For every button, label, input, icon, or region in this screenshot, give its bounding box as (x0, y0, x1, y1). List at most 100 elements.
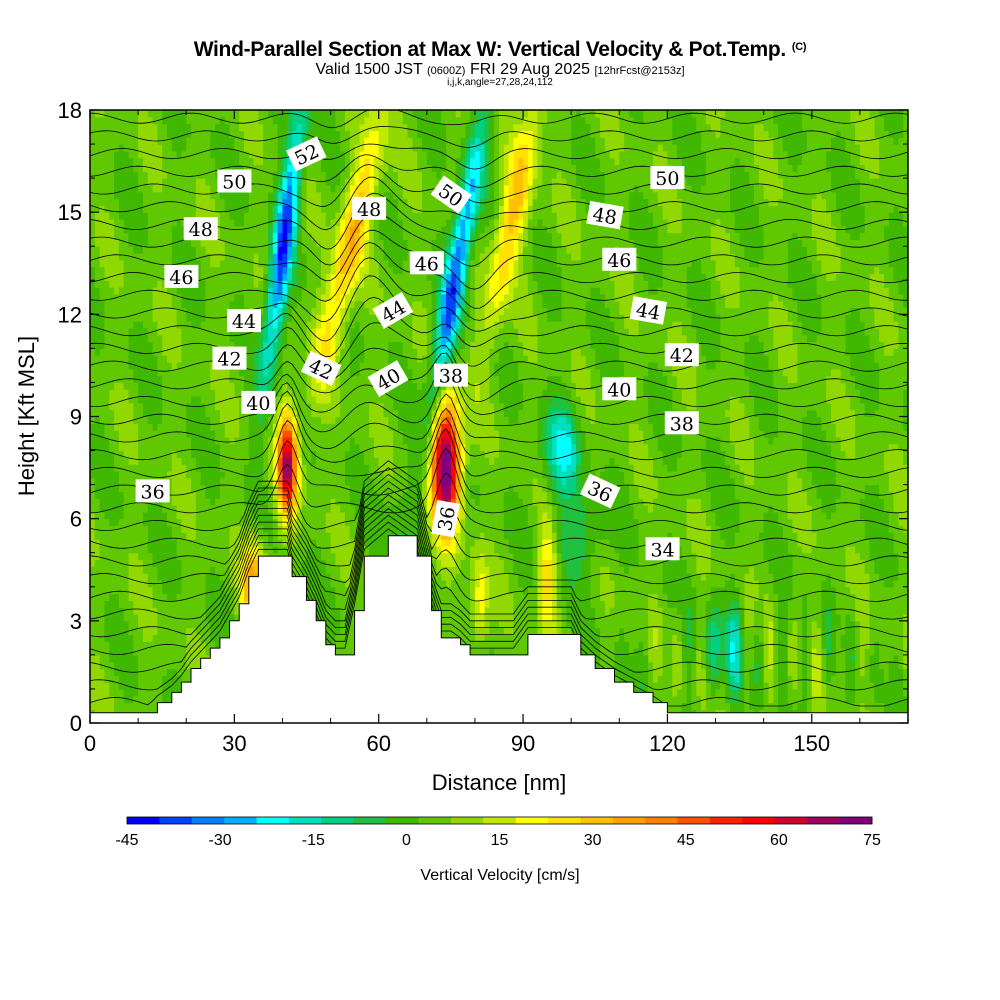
velocity-cell (258, 450, 264, 458)
velocity-cell (195, 355, 202, 363)
velocity-cell (248, 362, 255, 370)
velocity-cell (325, 396, 332, 404)
velocity-cell (138, 327, 144, 336)
velocity-cell (181, 539, 187, 547)
velocity-cell (316, 321, 322, 329)
velocity-cell (277, 137, 284, 145)
velocity-cell (94, 436, 101, 445)
velocity-cell (316, 423, 322, 431)
velocity-cell (200, 457, 207, 465)
velocity-cell (128, 430, 134, 438)
velocity-cell (258, 430, 264, 438)
velocity-cell (248, 355, 255, 363)
velocity-cell (320, 144, 327, 152)
velocity-cell (311, 389, 317, 397)
velocity-cell (335, 396, 341, 404)
velocity-cell (277, 205, 284, 213)
velocity-cell (123, 416, 130, 424)
velocity-cell (147, 586, 154, 595)
velocity-cell (171, 443, 178, 452)
velocity-cell (166, 573, 173, 581)
velocity-cell (147, 253, 154, 261)
velocity-cell (224, 110, 231, 118)
velocity-cell (123, 116, 130, 125)
velocity-cell (345, 593, 351, 601)
velocity-cell (104, 362, 110, 370)
velocity-cell (138, 682, 144, 690)
velocity-cell (239, 341, 245, 349)
velocity-cell (128, 218, 134, 227)
velocity-cell (301, 464, 308, 472)
velocity-cell (320, 545, 327, 554)
velocity-cell (186, 123, 192, 132)
velocity-cell (195, 280, 202, 288)
velocity-cell (166, 695, 173, 704)
velocity-cell (243, 382, 250, 390)
velocity-cell (99, 150, 106, 159)
velocity-cell (325, 579, 332, 588)
velocity-cell (176, 389, 183, 397)
velocity-cell (109, 634, 115, 642)
velocity-cell (215, 191, 221, 200)
velocity-cell (166, 477, 173, 486)
velocity-cell (118, 327, 125, 336)
velocity-cell (268, 259, 274, 268)
velocity-cell (104, 266, 110, 275)
velocity-cell (234, 300, 240, 309)
velocity-cell (152, 573, 158, 581)
velocity-cell (99, 416, 106, 424)
velocity-cell (195, 396, 202, 404)
velocity-cell (128, 130, 134, 138)
velocity-cell (320, 409, 327, 418)
velocity-cell (157, 314, 163, 322)
velocity-cell (287, 225, 293, 234)
velocity-cell (109, 144, 115, 152)
velocity-cell (205, 532, 211, 540)
velocity-cell (248, 171, 255, 179)
velocity-cell (94, 157, 101, 166)
velocity-cell (219, 457, 226, 465)
velocity-cell (215, 579, 221, 588)
velocity-cell (166, 627, 173, 636)
velocity-cell (258, 334, 264, 343)
velocity-cell (306, 491, 312, 499)
velocity-cell (306, 382, 312, 390)
velocity-cell (109, 641, 115, 649)
velocity-cell (311, 307, 317, 315)
velocity-cell (210, 375, 216, 384)
velocity-cell (186, 436, 192, 445)
velocity-cell (123, 225, 130, 234)
velocity-cell (142, 266, 149, 275)
velocity-cell (205, 321, 211, 329)
velocity-cell (340, 300, 346, 309)
velocity-cell (258, 423, 264, 431)
velocity-cell (94, 661, 101, 670)
velocity-cell (162, 218, 168, 227)
velocity-cell (152, 525, 158, 533)
velocity-cell (181, 348, 187, 356)
velocity-cell (104, 498, 110, 506)
velocity-cell (277, 307, 284, 315)
velocity-cell (210, 579, 216, 588)
velocity-cell (316, 287, 322, 295)
velocity-cell (311, 184, 317, 193)
velocity-cell (229, 218, 235, 227)
velocity-cell (301, 273, 308, 281)
velocity-cell (349, 498, 356, 506)
velocity-cell (123, 511, 130, 520)
velocity-cell (157, 545, 163, 554)
velocity-cell (114, 545, 120, 554)
velocity-cell (349, 457, 356, 465)
velocity-cell (147, 232, 154, 241)
velocity-cell (109, 184, 115, 193)
velocity-cell (90, 362, 96, 370)
velocity-cell (138, 539, 144, 547)
velocity-cell (142, 579, 149, 588)
velocity-cell (90, 266, 96, 275)
velocity-cell (157, 273, 163, 281)
velocity-cell (104, 484, 110, 493)
velocity-cell (118, 416, 125, 424)
velocity-cell (99, 702, 106, 710)
velocity-cell (243, 368, 250, 377)
velocity-cell (224, 518, 231, 527)
